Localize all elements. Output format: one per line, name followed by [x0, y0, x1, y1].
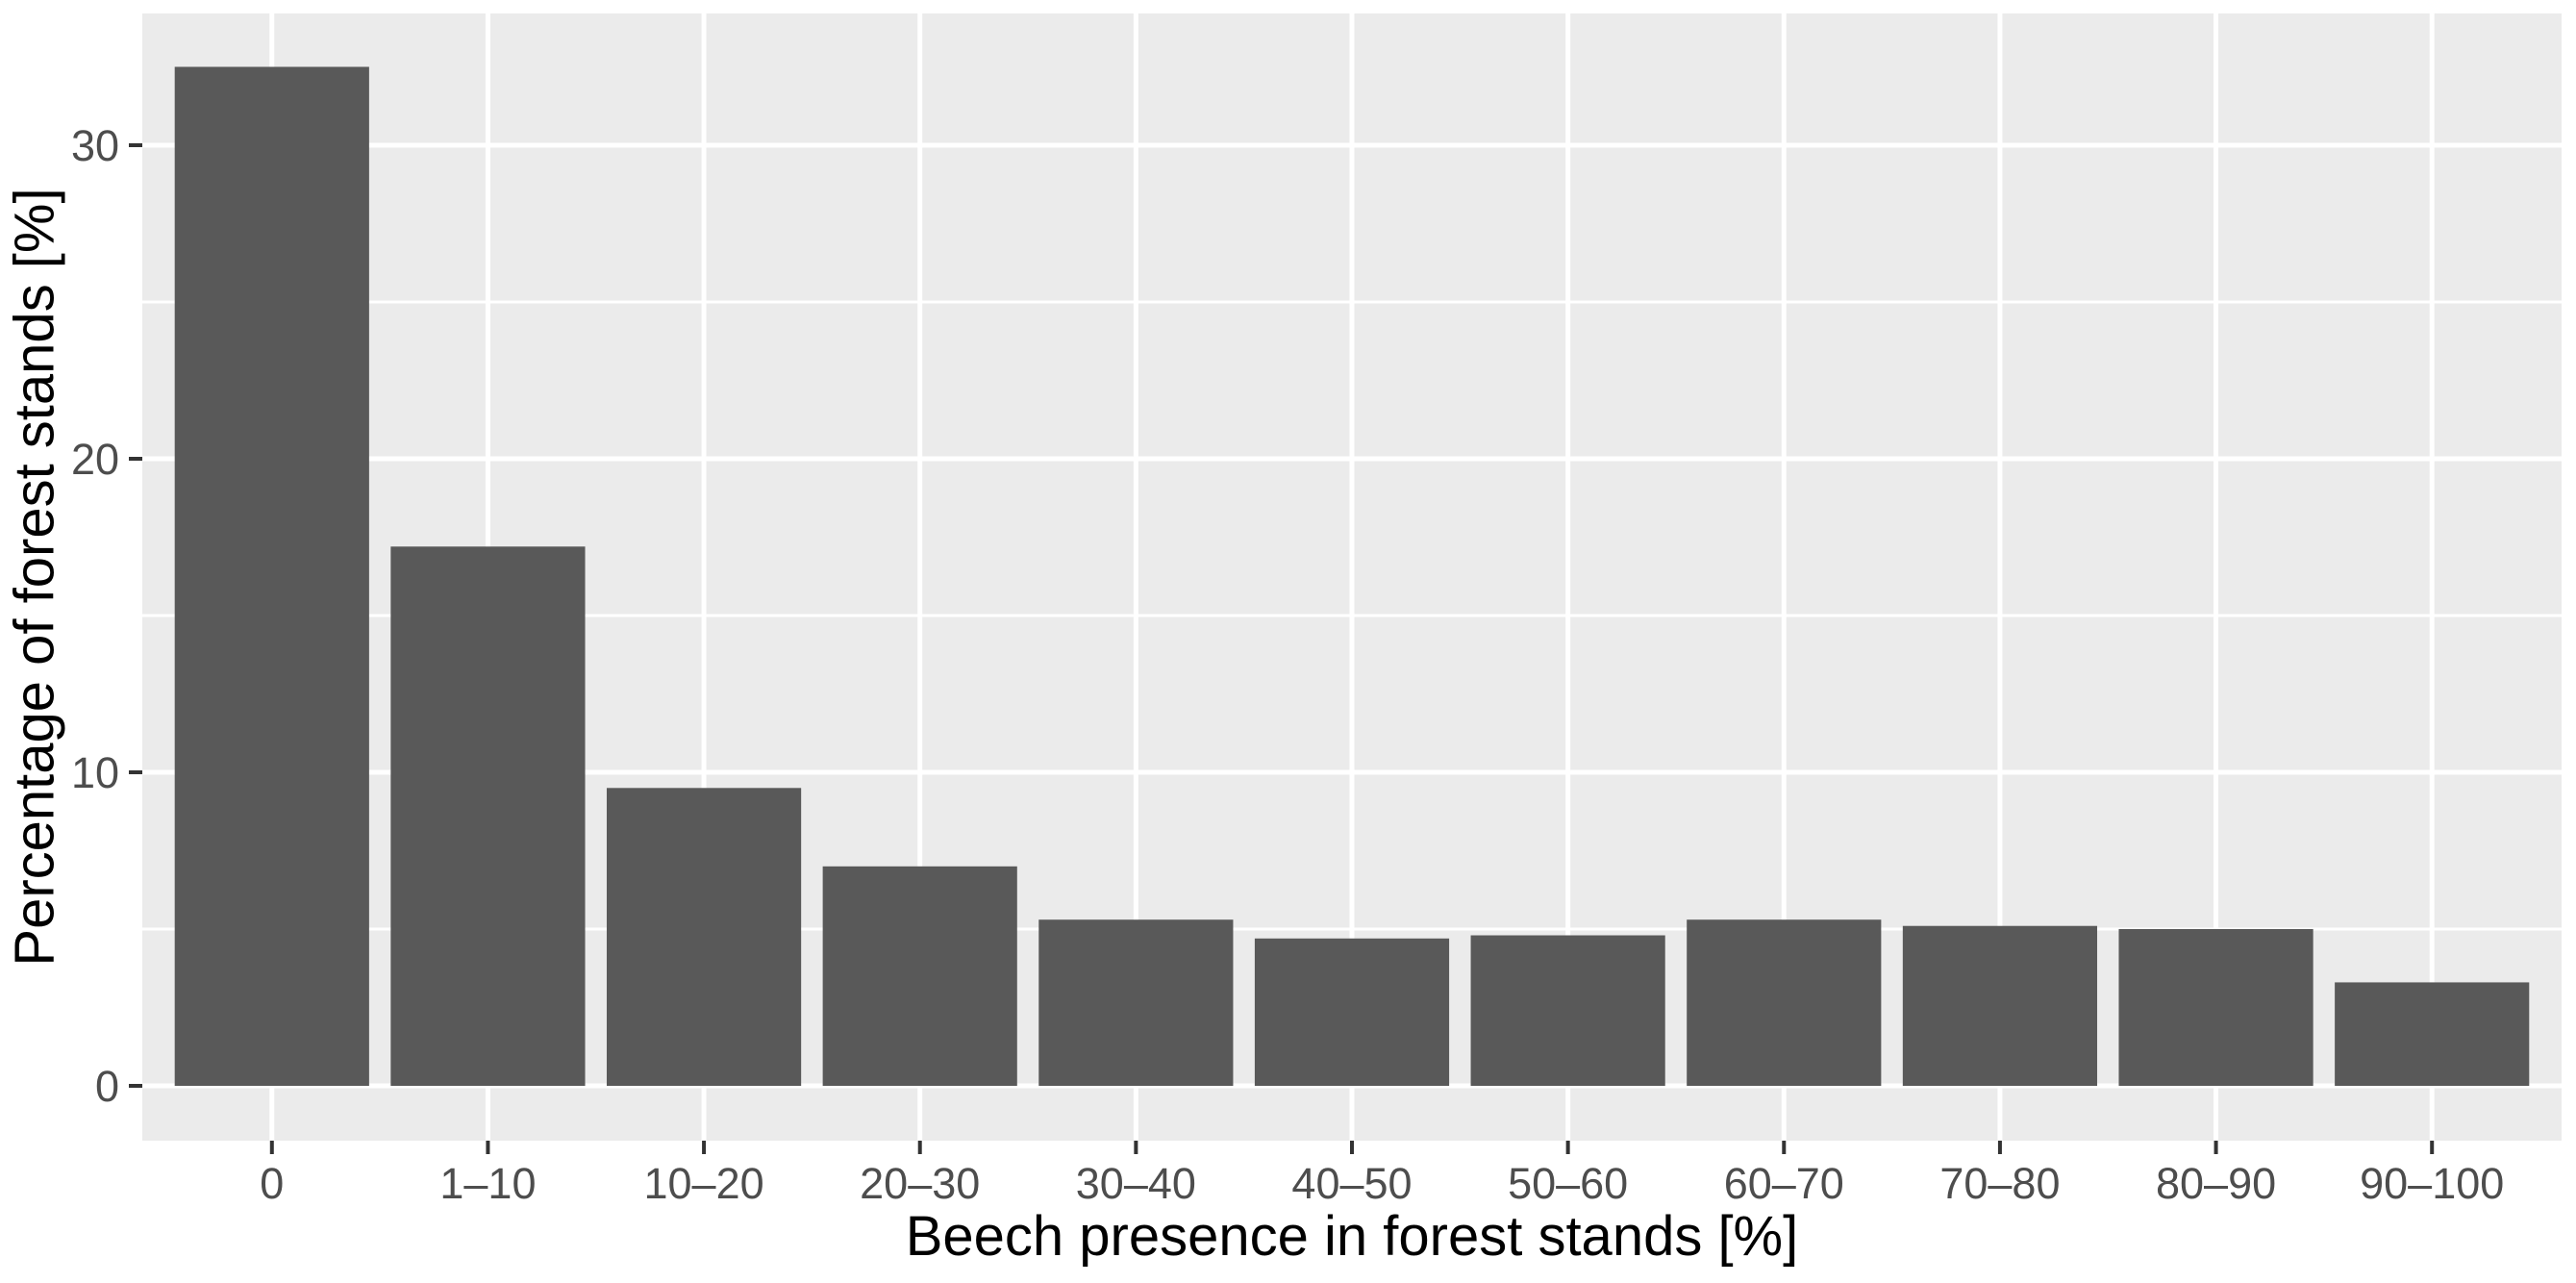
bar: [1038, 919, 1234, 1086]
bar: [1687, 919, 1882, 1086]
bar: [822, 866, 1017, 1086]
bar: [2118, 929, 2313, 1086]
bar: [606, 788, 802, 1086]
x-tick-label: 0: [260, 1159, 284, 1208]
bar: [2335, 982, 2530, 1086]
y-tick-label: 20: [71, 435, 119, 484]
bar: [174, 66, 369, 1086]
y-tick-label: 10: [71, 748, 119, 797]
y-tick-label: 0: [95, 1062, 119, 1111]
x-tick-label: 1–10: [439, 1159, 536, 1208]
x-tick-label: 20–30: [860, 1159, 980, 1208]
x-tick-label: 80–90: [2156, 1159, 2276, 1208]
bar: [1254, 938, 1450, 1086]
x-tick-label: 70–80: [1939, 1159, 2060, 1208]
y-tick-label: 30: [71, 121, 119, 170]
x-tick-label: 50–60: [1508, 1159, 1628, 1208]
x-axis-title: Beech presence in forest stands [%]: [905, 1205, 1799, 1268]
x-tick-label: 40–50: [1291, 1159, 1412, 1208]
x-tick-label: 90–100: [2360, 1159, 2504, 1208]
x-tick-label: 10–20: [644, 1159, 764, 1208]
bar: [1470, 935, 1665, 1086]
bar: [1902, 925, 2098, 1086]
y-axis-title: Percentage of forest stands [%]: [3, 188, 66, 967]
bar: [390, 546, 586, 1086]
x-tick-label: 30–40: [1076, 1159, 1196, 1208]
x-tick-label: 60–70: [1724, 1159, 1844, 1208]
